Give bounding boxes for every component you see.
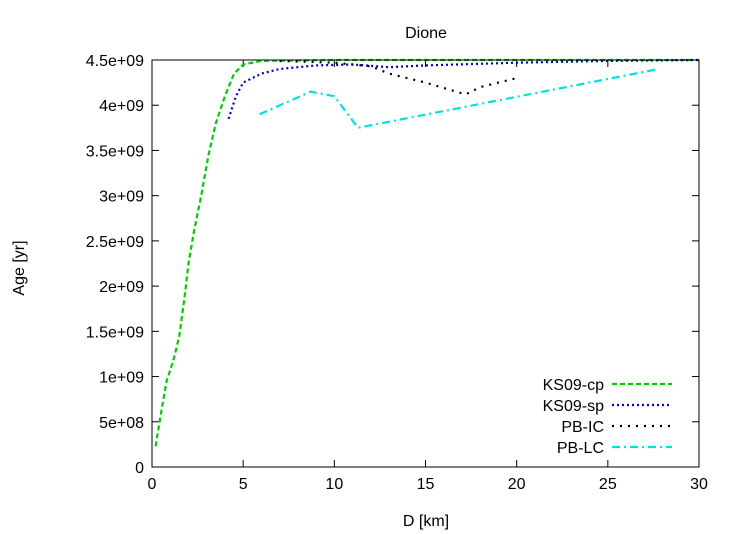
y-tick-label: 4.5e+09 bbox=[86, 53, 144, 70]
x-tick-label: 0 bbox=[148, 476, 157, 493]
y-tick-label: 2e+09 bbox=[99, 279, 144, 296]
y-axis-label: Age [yr] bbox=[11, 240, 28, 295]
y-tick-label: 0 bbox=[135, 460, 144, 477]
y-tick-label: 4e+09 bbox=[99, 98, 144, 115]
x-axis-label: D [km] bbox=[403, 513, 449, 530]
legend: KS09-cp KS09-sp PB-IC PB-LC bbox=[543, 377, 672, 457]
y-tick-label: 3e+09 bbox=[99, 189, 144, 206]
legend-label: PB-LC bbox=[557, 440, 604, 457]
series-line-ks09-sp bbox=[227, 58, 700, 120]
legend-label: PB-IC bbox=[561, 419, 604, 436]
series-line-ks09-cp bbox=[154, 58, 699, 447]
axis-ticks: 0 5 10 15 20 25 30 0 5e+08 1e+09 1.5e+09 2e+09 2.5e+… bbox=[86, 53, 708, 493]
x-tick-label: 10 bbox=[325, 476, 343, 493]
y-tick-label: 2.5e+09 bbox=[86, 234, 144, 251]
y-tick-label: 3.5e+09 bbox=[86, 143, 144, 160]
series-line-pb-lc bbox=[259, 67, 660, 130]
plot-frame bbox=[151, 59, 700, 468]
y-tick-label: 1e+09 bbox=[99, 370, 144, 387]
x-tick-label: 5 bbox=[239, 476, 248, 493]
legend-label: KS09-sp bbox=[543, 398, 604, 415]
y-tick-label: 1.5e+09 bbox=[86, 324, 144, 341]
legend-label: KS09-cp bbox=[543, 377, 604, 394]
x-tick-label: 15 bbox=[417, 476, 435, 493]
series-line-pb-ic bbox=[279, 59, 517, 96]
y-tick-label: 5e+08 bbox=[99, 415, 144, 432]
series-lines bbox=[154, 58, 700, 447]
chart-title: Dione bbox=[405, 25, 447, 42]
x-tick-label: 30 bbox=[690, 476, 708, 493]
x-tick-label: 20 bbox=[508, 476, 526, 493]
x-tick-label: 25 bbox=[599, 476, 617, 493]
